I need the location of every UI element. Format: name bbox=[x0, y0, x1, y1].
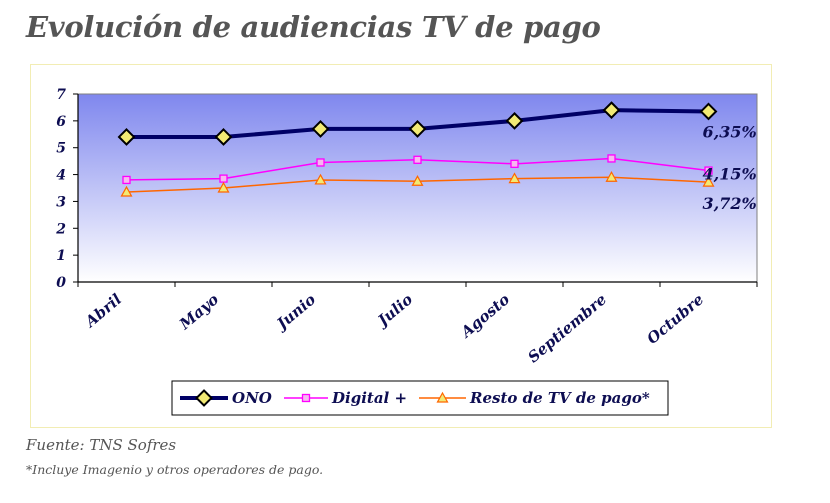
legend-marker-square bbox=[301, 393, 311, 403]
y-tick-label: 7 bbox=[56, 87, 66, 103]
end-value-label: 3,72% bbox=[703, 194, 757, 213]
data-point-diamond bbox=[505, 111, 524, 130]
data-point-triangle bbox=[508, 172, 521, 184]
data-point-square bbox=[122, 175, 131, 185]
end-value-label: 4,15% bbox=[703, 165, 757, 184]
data-point-triangle bbox=[702, 175, 715, 187]
legend-label: ONO bbox=[232, 389, 272, 407]
y-tick-label: 3 bbox=[56, 194, 66, 210]
legend-label: Resto de TV de pago* bbox=[469, 389, 650, 407]
x-category-label: Junio bbox=[271, 290, 319, 334]
x-category-label: Agosto bbox=[456, 290, 513, 342]
data-point-triangle bbox=[217, 181, 230, 193]
legend-marker-triangle bbox=[436, 391, 449, 403]
end-value-label: 6,35% bbox=[703, 122, 757, 141]
y-tick-label: 2 bbox=[55, 221, 66, 237]
y-tick-label: 4 bbox=[56, 168, 66, 184]
x-category-label: Octubre bbox=[643, 290, 707, 347]
source-note: Fuente: TNS Sofres bbox=[26, 436, 177, 454]
legend-marker-diamond bbox=[195, 389, 213, 407]
x-category-label: Julio bbox=[372, 290, 416, 331]
data-point-triangle bbox=[120, 185, 133, 197]
x-category-label: Septiembre bbox=[524, 290, 610, 366]
data-point-diamond bbox=[408, 120, 427, 138]
data-point-diamond bbox=[699, 102, 718, 121]
x-category-label: Abril bbox=[80, 290, 125, 332]
data-point-diamond bbox=[214, 128, 233, 146]
data-point-triangle bbox=[411, 175, 424, 186]
y-tick-label: 1 bbox=[56, 248, 66, 264]
data-point-diamond bbox=[311, 120, 330, 138]
footnote: *Incluye Imagenio y otros operadores de … bbox=[26, 462, 324, 477]
data-point-square bbox=[219, 174, 228, 183]
data-point-square bbox=[413, 155, 422, 164]
data-point-square bbox=[607, 154, 616, 163]
data-point-diamond bbox=[602, 101, 621, 120]
data-point-triangle bbox=[605, 171, 618, 182]
data-point-square bbox=[704, 166, 713, 175]
x-category-label: Mayo bbox=[175, 290, 222, 333]
y-tick-label: 5 bbox=[56, 141, 66, 157]
data-point-diamond bbox=[117, 128, 136, 146]
y-tick-label: 0 bbox=[56, 275, 66, 291]
data-point-square bbox=[510, 159, 519, 168]
data-point-square bbox=[316, 158, 325, 167]
page-title: Evolución de audiencias TV de pago bbox=[26, 10, 601, 44]
y-tick-label: 6 bbox=[56, 114, 66, 130]
legend-label: Digital + bbox=[331, 389, 407, 407]
data-point-triangle bbox=[314, 173, 327, 185]
